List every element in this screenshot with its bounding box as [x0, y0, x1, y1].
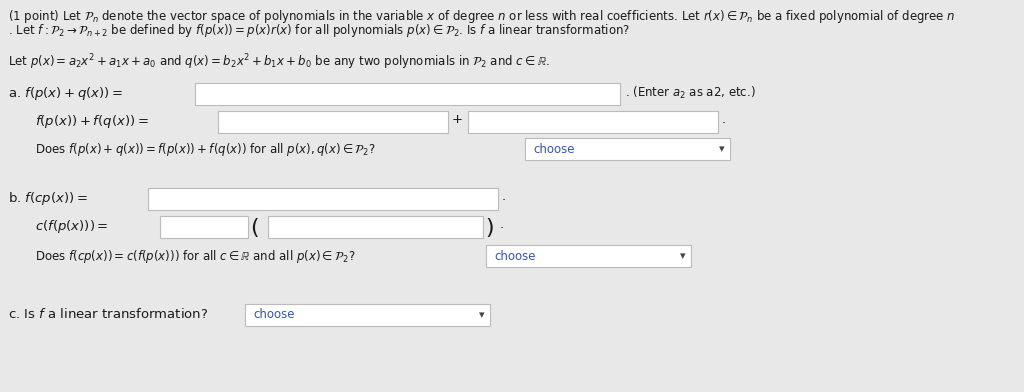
- Text: choose: choose: [494, 249, 536, 263]
- Text: choose: choose: [253, 309, 295, 321]
- FancyBboxPatch shape: [148, 188, 498, 210]
- Text: Does $f(p(x) + q(x)) = f(p(x)) + f(q(x))$ for all $p(x), q(x) \in \mathcal{P}_2$: Does $f(p(x) + q(x)) = f(p(x)) + f(q(x))…: [35, 141, 376, 158]
- Text: ▾: ▾: [719, 144, 725, 154]
- FancyBboxPatch shape: [486, 245, 691, 267]
- Text: Let $p(x) = a_2x^2 + a_1x + a_0$ and $q(x) = b_2x^2 + b_1x + b_0$ be any two pol: Let $p(x) = a_2x^2 + a_1x + a_0$ and $q(…: [8, 52, 550, 72]
- Text: (1 point) Let $\mathcal{P}_n$ denote the vector space of polynomials in the vari: (1 point) Let $\mathcal{P}_n$ denote the…: [8, 8, 955, 25]
- FancyBboxPatch shape: [525, 138, 730, 160]
- Text: ▾: ▾: [680, 251, 686, 261]
- Text: $)$: $)$: [485, 216, 494, 239]
- Text: . Let $f : \mathcal{P}_2 \rightarrow \mathcal{P}_{n+2}$ be defined by $f(p(x)) =: . Let $f : \mathcal{P}_2 \rightarrow \ma…: [8, 22, 630, 39]
- Text: $($: $($: [250, 216, 259, 239]
- Text: c. Is $f$ a linear transformation?: c. Is $f$ a linear transformation?: [8, 307, 208, 321]
- Text: $c(f(p(x))) =$: $c(f(p(x))) =$: [35, 218, 109, 235]
- Text: choose: choose: [534, 143, 574, 156]
- Text: .: .: [722, 113, 726, 126]
- Text: Does $f(cp(x)) = c(f(p(x)))$ for all $c \in \mathbb{R}$ and all $p(x) \in \mathc: Does $f(cp(x)) = c(f(p(x)))$ for all $c …: [35, 248, 355, 265]
- FancyBboxPatch shape: [195, 83, 620, 105]
- FancyBboxPatch shape: [160, 216, 248, 238]
- Text: .: .: [500, 218, 504, 231]
- FancyBboxPatch shape: [218, 111, 449, 133]
- Text: ▾: ▾: [479, 310, 484, 320]
- Text: a. $f(p(x) + q(x)) =$: a. $f(p(x) + q(x)) =$: [8, 85, 123, 102]
- Text: $f(p(x)) + f(q(x)) =$: $f(p(x)) + f(q(x)) =$: [35, 113, 148, 130]
- Text: . (Enter $a_2$ as a2, etc.): . (Enter $a_2$ as a2, etc.): [625, 85, 756, 101]
- FancyBboxPatch shape: [268, 216, 483, 238]
- FancyBboxPatch shape: [468, 111, 718, 133]
- FancyBboxPatch shape: [245, 304, 490, 326]
- Text: .: .: [502, 190, 506, 203]
- Text: +: +: [452, 113, 463, 126]
- Text: b. $f(cp(x)) =$: b. $f(cp(x)) =$: [8, 190, 88, 207]
